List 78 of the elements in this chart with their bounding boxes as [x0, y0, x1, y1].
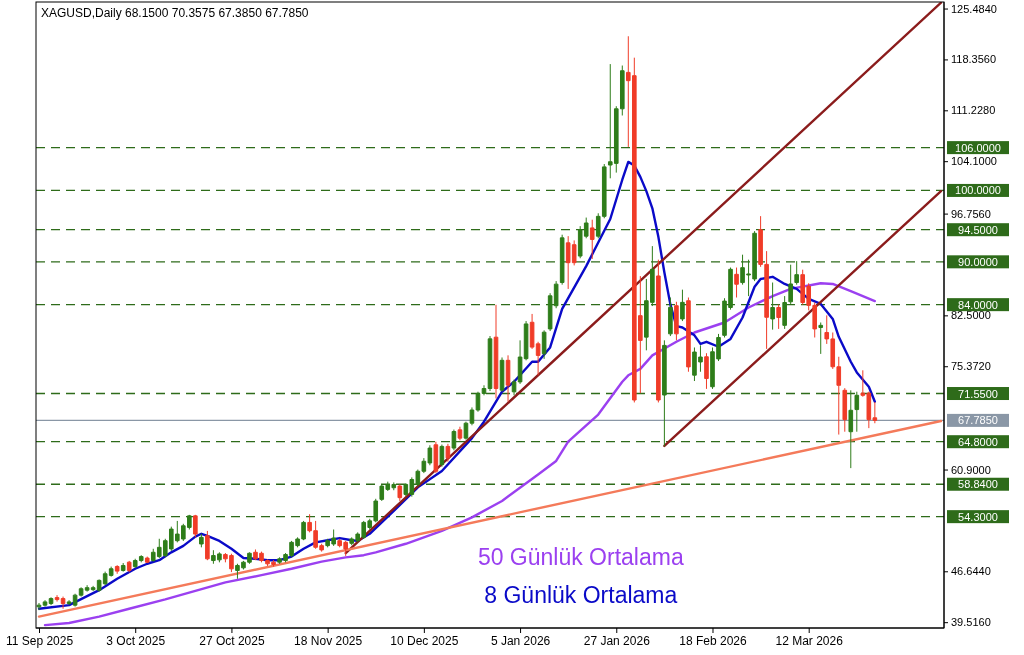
candlestick	[451, 429, 457, 451]
candlestick	[205, 530, 210, 561]
candlestick	[734, 267, 739, 299]
candlestick	[445, 443, 451, 463]
y-tick-label: 96.7560	[951, 207, 991, 220]
candlestick	[505, 354, 511, 403]
chart-title: XAGUSD,Daily 68.1500 70.3575 67.3850 67.7850	[41, 6, 309, 20]
candlestick	[481, 384, 487, 396]
ref-line-label: 100.0000	[955, 184, 1001, 197]
x-tick-label: 27 Jan 2026	[583, 633, 651, 648]
candlestick	[397, 484, 403, 502]
candlestick	[120, 562, 126, 573]
ref-line-label: 106.0000	[955, 141, 1001, 154]
candlestick	[493, 304, 499, 399]
candlestick	[674, 301, 679, 341]
ref-line-label: 64.8000	[958, 435, 998, 448]
x-tick-label: 3 Oct 2025	[106, 633, 166, 648]
y-tick-label: 118.3560	[951, 53, 997, 66]
ref-line-label: 90.0000	[958, 255, 998, 268]
y-tick-label: 111.2280	[951, 104, 996, 117]
candlestick	[794, 260, 799, 286]
candlestick	[854, 391, 860, 433]
candlestick	[848, 389, 854, 469]
candlestick	[36, 602, 42, 611]
candlestick	[193, 514, 198, 538]
candlestick	[439, 444, 445, 468]
series-label: 50 Günlük Ortalama	[477, 544, 684, 571]
y-tick-label: 46.6440	[951, 565, 991, 578]
ref-line-label: 58.8400	[958, 478, 998, 491]
candlestick	[469, 406, 475, 426]
ref-line-label: 94.5000	[958, 223, 998, 236]
candlestick	[776, 304, 781, 330]
x-tick-label: 18 Feb 2026	[679, 633, 748, 648]
candlestick	[680, 289, 685, 322]
ref-line-label: 84.0000	[958, 298, 998, 311]
line-series	[37, 160, 877, 610]
candlestick	[42, 599, 48, 608]
y-tick-label: 60.9000	[951, 463, 991, 476]
candlestick	[782, 295, 787, 330]
candlestick	[704, 352, 709, 390]
candlestick	[48, 596, 54, 606]
x-tick-label: 11 Sep 2025	[5, 633, 74, 648]
text: 8 Günlük Ortalama	[484, 582, 678, 609]
candlestick	[770, 282, 775, 331]
candlestick	[662, 339, 667, 447]
candlestick	[541, 329, 547, 360]
candlestick	[818, 321, 824, 355]
candlestick	[589, 219, 595, 260]
candlestick	[559, 234, 565, 286]
x-tick-label: 27 Oct 2025	[199, 633, 265, 648]
candlestick	[788, 264, 793, 305]
candlestick	[199, 533, 204, 548]
candlestick	[668, 297, 673, 337]
line-series	[43, 282, 877, 627]
candlestick	[686, 297, 691, 373]
ref-line-label: 54.3000	[958, 510, 998, 523]
candlestick	[144, 556, 150, 564]
y-tick-label: 82.5000	[951, 309, 991, 322]
candlestick	[463, 421, 469, 441]
y-tick-label: 104.1000	[951, 155, 997, 168]
x-tick-label: 5 Jan 2026	[490, 633, 551, 648]
ref-line-label: 71.5500	[958, 387, 998, 400]
x-tick-label: 10 Dec 2025	[390, 633, 459, 648]
candlestick	[656, 259, 661, 403]
candlestick	[457, 426, 463, 441]
ref-line-label: 67.7850	[958, 414, 998, 427]
candlestick	[499, 356, 505, 393]
x-tick-label: 18 Nov 2025	[294, 633, 363, 648]
y-tick-label: 39.5160	[951, 616, 991, 629]
candlestick	[114, 564, 120, 575]
y-tick-label: 125.4840	[951, 2, 997, 15]
x-tick-label: 12 Mar 2026	[775, 633, 844, 648]
candlestick	[126, 560, 132, 573]
candlestick	[433, 441, 439, 474]
candlestick	[487, 335, 493, 392]
candlestick	[842, 387, 848, 433]
candlestick	[475, 391, 481, 413]
y-tick-label: 75.3720	[951, 360, 991, 373]
